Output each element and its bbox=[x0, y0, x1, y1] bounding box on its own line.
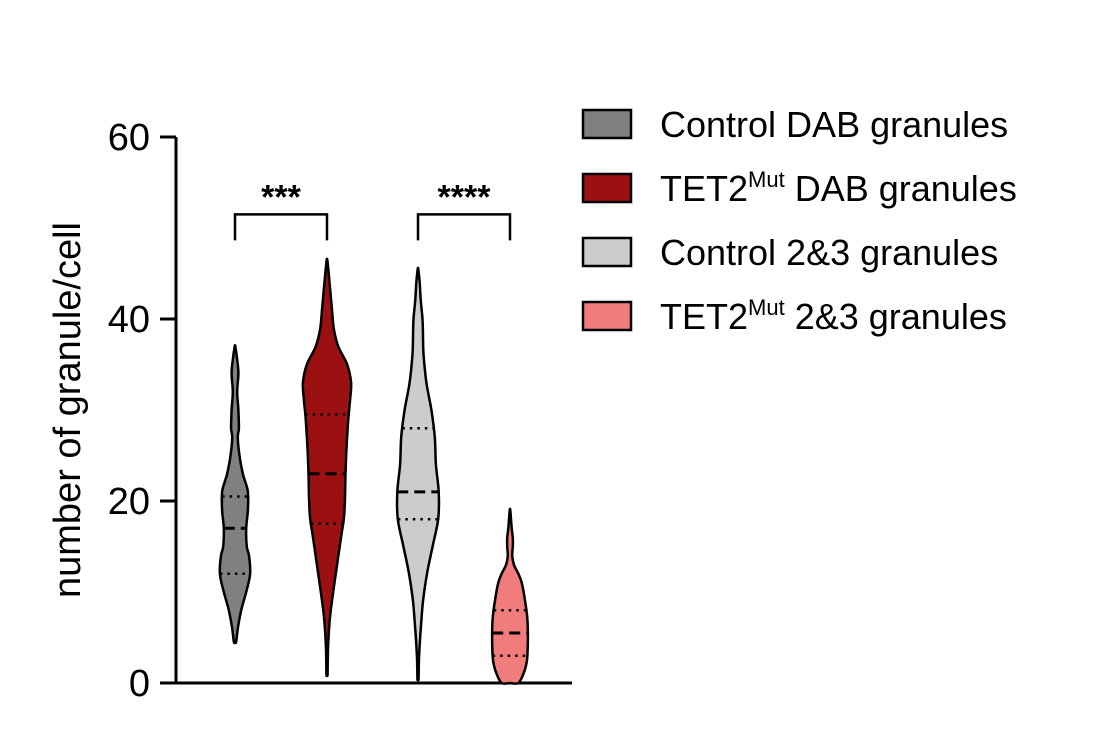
legend-label-suffix: DAB granules bbox=[785, 168, 1017, 209]
significance-label: **** bbox=[438, 178, 492, 216]
legend-label-main: TET2 bbox=[660, 168, 748, 209]
y-axis: 0 20 40 60 bbox=[108, 117, 178, 705]
y-tick-label: 60 bbox=[108, 117, 150, 159]
significance-bracket: **** bbox=[416, 178, 512, 241]
legend-label-suffix: 2&3 granules bbox=[785, 296, 1007, 337]
violin-1 bbox=[218, 344, 252, 645]
violin-body bbox=[218, 344, 252, 645]
significance-bracket: *** bbox=[233, 178, 329, 241]
y-tick-label: 0 bbox=[129, 663, 150, 705]
y-tick-label: 40 bbox=[108, 299, 150, 341]
violin-3 bbox=[395, 266, 441, 682]
significance-brackets: *** **** bbox=[233, 178, 512, 241]
legend-label-superscript: Mut bbox=[748, 295, 785, 320]
bracket-line bbox=[233, 213, 329, 241]
legend-entry: Control DAB granules bbox=[581, 104, 1008, 145]
legend-swatch bbox=[581, 300, 633, 332]
bracket-line bbox=[416, 213, 512, 241]
violin-2 bbox=[301, 257, 353, 678]
legend-entry: TET2Mut DAB granules bbox=[581, 167, 1017, 209]
legend-label: TET2Mut DAB granules bbox=[660, 167, 1017, 209]
legend-label: TET2Mut 2&3 granules bbox=[660, 295, 1007, 337]
legend-entry: Control 2&3 granules bbox=[581, 232, 998, 273]
legend-swatch bbox=[581, 108, 633, 140]
violin-4 bbox=[490, 507, 530, 685]
legend-label-main: Control 2&3 granules bbox=[660, 232, 998, 273]
legend-label: Control 2&3 granules bbox=[660, 232, 998, 273]
y-axis-label: number of granule/cell bbox=[47, 222, 89, 598]
legend-label: Control DAB granules bbox=[660, 104, 1008, 145]
legend-entry: TET2Mut 2&3 granules bbox=[581, 295, 1007, 337]
y-ticks: 0 20 40 60 bbox=[108, 117, 176, 705]
legend-label-superscript: Mut bbox=[748, 167, 785, 192]
violin-body bbox=[490, 507, 530, 685]
significance-label: *** bbox=[261, 178, 301, 216]
legend-swatch bbox=[581, 172, 633, 204]
legend-label-main: Control DAB granules bbox=[660, 104, 1008, 145]
violin-body bbox=[301, 257, 353, 678]
legend-label-main: TET2 bbox=[660, 296, 748, 337]
violins bbox=[218, 257, 530, 685]
y-tick-label: 20 bbox=[108, 481, 150, 523]
violin-body bbox=[395, 266, 441, 682]
legend-swatch bbox=[581, 236, 633, 268]
